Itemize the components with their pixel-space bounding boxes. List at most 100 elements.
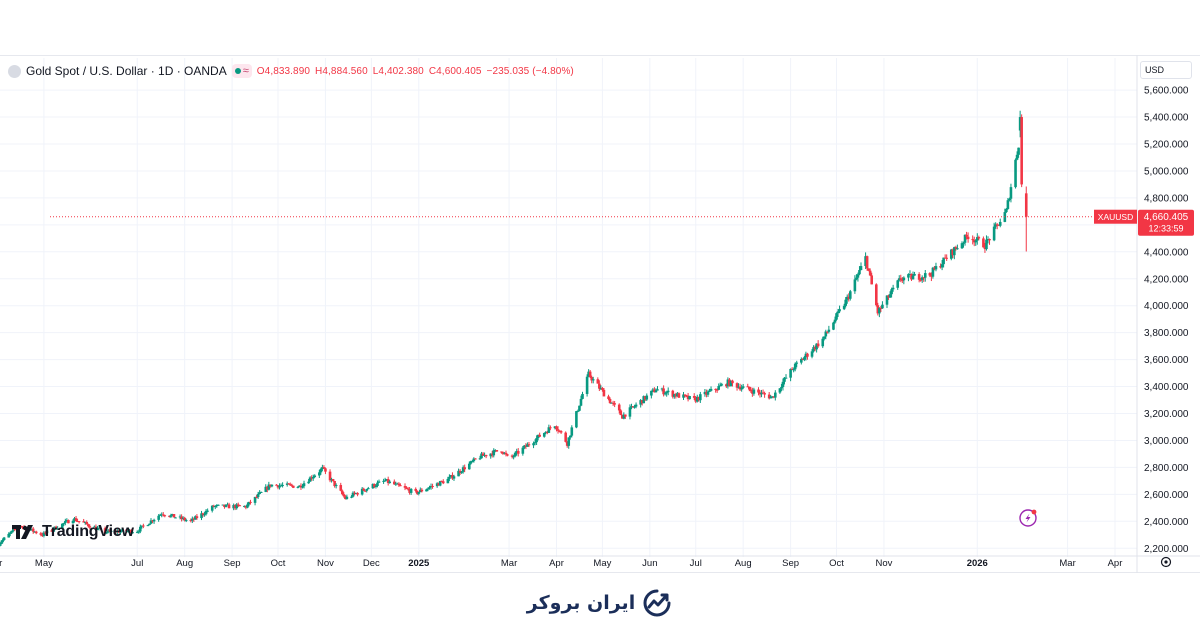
candle[interactable] [985,235,988,251]
candle[interactable] [836,308,840,317]
candle[interactable] [949,248,953,261]
candle[interactable] [212,504,216,508]
candle[interactable] [581,391,584,400]
candle[interactable] [521,445,525,456]
candle[interactable] [928,272,932,278]
candle[interactable] [393,479,396,485]
candle[interactable] [301,484,304,489]
candle[interactable] [640,400,644,406]
candle[interactable] [333,480,336,488]
x-axis[interactable]: ar May Jul Aug Sep Oct Nov Dec 2025 Mar Apr May Jun J… [0,558,1122,569]
candle[interactable] [994,222,997,229]
candle[interactable] [591,376,595,384]
candle[interactable] [553,425,557,430]
candle[interactable] [634,402,638,409]
candle[interactable] [533,439,537,446]
candle[interactable] [244,505,248,510]
candle[interactable] [399,483,402,487]
candle[interactable] [86,523,90,528]
currency-selector[interactable]: USD [1140,61,1192,79]
candle[interactable] [813,345,817,352]
candle[interactable] [801,357,805,361]
candle[interactable] [703,388,707,397]
candle[interactable] [686,392,690,402]
candle[interactable] [815,343,818,353]
candle[interactable] [559,430,563,434]
candle[interactable] [313,474,317,478]
candle[interactable] [259,491,263,493]
candle[interactable] [365,488,369,493]
candle[interactable] [266,486,269,493]
candle[interactable] [1005,207,1008,213]
candle[interactable] [311,474,315,481]
candle[interactable] [116,528,119,535]
candle[interactable] [576,409,580,413]
candle[interactable] [446,476,450,484]
candle[interactable] [471,459,474,463]
candle[interactable] [954,245,958,251]
candle[interactable] [452,474,456,481]
candle[interactable] [931,266,935,279]
candle[interactable] [501,451,505,455]
candle[interactable] [842,303,846,311]
candle[interactable] [114,528,118,535]
candle[interactable] [660,387,664,392]
candle[interactable] [975,233,979,245]
candle[interactable] [858,266,861,276]
candle[interactable] [870,272,874,285]
candle[interactable] [94,524,98,531]
candle[interactable] [596,377,600,384]
candle[interactable] [793,362,797,372]
candle[interactable] [328,469,332,483]
candle[interactable] [923,269,927,282]
candle[interactable] [258,490,261,495]
candle[interactable] [503,452,506,455]
candle[interactable] [666,387,670,396]
candle[interactable] [663,391,667,396]
candle[interactable] [555,425,558,432]
candle[interactable] [93,525,96,528]
candle[interactable] [822,336,826,341]
candle[interactable] [106,528,110,534]
candle[interactable] [351,491,355,498]
candle[interactable] [76,518,79,523]
candle[interactable] [513,451,517,458]
candle[interactable] [377,479,381,483]
candle[interactable] [570,425,574,438]
candle[interactable] [844,297,847,308]
candle[interactable] [366,486,370,490]
candle[interactable] [535,435,538,446]
candle[interactable] [633,404,636,409]
candle[interactable] [472,457,476,463]
candle[interactable] [974,239,978,246]
candle[interactable] [833,316,837,324]
candle[interactable] [867,268,870,272]
candle[interactable] [201,512,205,517]
candle[interactable] [715,388,719,393]
candle[interactable] [74,515,78,522]
candle[interactable] [33,531,37,533]
candle[interactable] [371,483,375,490]
candle[interactable] [149,518,153,525]
candle[interactable] [457,468,460,477]
candle[interactable] [204,509,208,516]
candle[interactable] [285,481,289,487]
candle[interactable] [504,450,508,457]
candle[interactable] [654,388,658,393]
candle[interactable] [71,519,75,524]
candle[interactable] [21,525,24,530]
candle[interactable] [226,502,229,506]
candle[interactable] [217,504,220,506]
candle[interactable] [749,387,753,393]
candle[interactable] [523,444,526,450]
candle[interactable] [103,526,107,536]
candle[interactable] [876,302,880,316]
candle[interactable] [97,525,101,531]
candle[interactable] [549,425,552,431]
candle[interactable] [910,273,913,281]
candle[interactable] [388,480,392,484]
candle[interactable] [587,369,590,378]
candle[interactable] [827,325,831,334]
candle[interactable] [290,483,294,488]
candle[interactable] [287,482,291,485]
